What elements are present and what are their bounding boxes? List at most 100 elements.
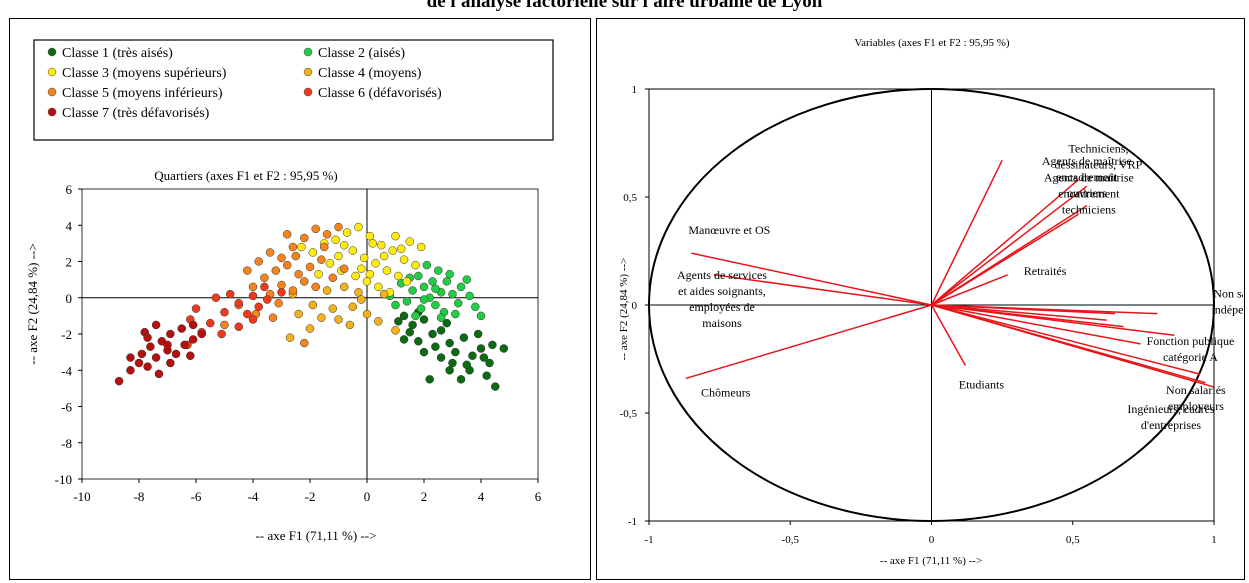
scatter-point-classe-2 (471, 302, 480, 312)
scatter-point-classe-1 (468, 351, 477, 360)
scatter-point-classe-1 (425, 375, 434, 384)
scatter-point-classe-2 (414, 271, 423, 281)
scatter-point-classe-3 (382, 266, 392, 275)
scatter-x-tick-label: -10 (73, 489, 90, 504)
variable-vectors (685, 159, 1215, 388)
scatter-point-classe-4 (328, 304, 338, 313)
scatter-point-classe-6 (248, 315, 258, 324)
variable-label-7: Manœuvre et OS (688, 223, 770, 237)
scatter-point-classe-3 (348, 246, 357, 255)
scatter-point-classe-5 (334, 222, 343, 232)
scatter-point-classe-2 (436, 313, 446, 322)
scatter-point-classe-3 (308, 248, 318, 257)
scatter-x-axis-label: -- axe F1 (71,11 %) --> (256, 528, 377, 543)
scatter-point-classe-1 (445, 366, 454, 375)
legend-label-1: Classe 1 (très aisés) (62, 46, 173, 61)
scatter-point-classe-4 (305, 324, 315, 333)
scatter-point-classe-2 (431, 300, 440, 310)
scatter-point-classe-3 (377, 240, 386, 250)
variable-label-6: Retraités (1024, 264, 1067, 278)
scatter-point-classe-7 (143, 362, 152, 371)
scatter-point-classe-7 (151, 320, 161, 330)
variable-label-9: Chômeurs (701, 385, 751, 399)
scatter-point-classe-1 (419, 315, 429, 324)
scatter-point-classe-2 (462, 275, 471, 284)
scatter-point-classe-3 (342, 228, 352, 237)
scatter-point-classe-5 (339, 264, 349, 273)
scatter-point-classe-7 (171, 349, 181, 359)
scatter-point-classe-7 (188, 335, 198, 344)
scatter-point-classe-3 (402, 277, 412, 286)
scatter-point-classe-3 (379, 251, 389, 261)
scatter-point-classe-3 (351, 271, 360, 281)
scatter-point-classe-1 (456, 375, 466, 384)
scatter-x-tick-label: 2 (421, 489, 428, 504)
scatter-point-classe-1 (428, 329, 437, 339)
scatter-point-classe-6 (211, 293, 221, 302)
circle-x-axis-label: -- axe F1 (71,11 %) --> (880, 555, 982, 567)
scatter-point-classe-6 (254, 302, 263, 312)
scatter-x-tick-label: -6 (191, 489, 202, 504)
scatter-point-classe-6 (263, 295, 272, 304)
circle-y-tick-label: 1 (632, 84, 638, 96)
scatter-point-classe-3 (399, 255, 409, 264)
circle-y-tick-label: -1 (628, 516, 637, 528)
scatter-point-classe-2 (416, 304, 426, 313)
scatter-point-classe-5 (265, 248, 275, 257)
scatter-point-classe-5 (220, 320, 229, 330)
scatter-point-classe-3 (354, 222, 363, 232)
scatter-point-classe-2 (408, 286, 417, 295)
scatter-point-classe-2 (476, 311, 486, 321)
scatter-point-classe-4 (345, 320, 355, 330)
scatter-point-classe-7 (177, 324, 186, 333)
scatter-point-classe-6 (225, 289, 235, 299)
scatter-point-classe-2 (442, 277, 452, 286)
scatter-point-classe-1 (479, 353, 489, 362)
circle-y-axis-label: -- axe F2 (24,84 %) --> (618, 258, 630, 361)
circle-x-tick-label: 0 (929, 534, 935, 546)
scatter-y-tick-label: 6 (66, 182, 73, 197)
quartiers-chart-svg: Classe 1 (très aisés) Classe 2 (aisés) Cla… (25, 39, 554, 543)
scatter-point-classe-3 (297, 242, 306, 252)
variable-label-8: Agents de services et aides soignants, emp… (677, 268, 767, 330)
right-panel: Variables (axes F1 et F2 : 95,95 %) -1 -0… (596, 18, 1249, 580)
scatter-point-classe-1 (431, 342, 440, 351)
variable-label-11: Non salariésindépendants (1211, 287, 1243, 317)
scatter-point-classe-5 (271, 266, 281, 275)
scatter-point-classe-6 (206, 318, 215, 328)
scatter-point-classe-4 (317, 313, 326, 322)
scatter-point-classe-1 (459, 333, 469, 342)
scatter-y-tick-label: -2 (61, 327, 72, 342)
legend-marker-4 (303, 67, 313, 77)
variable-vector-10 (930, 304, 967, 366)
scatter-point-classe-2 (434, 266, 443, 275)
scatter-point-classe-5 (311, 224, 320, 234)
variable-vector-2 (931, 179, 1079, 306)
circle-axes: -1 -0,5 0 0,5 1 1 0,5 0 -0,5 -1 (620, 84, 1217, 546)
scatter-point-classe-2 (456, 282, 466, 292)
scatter-point-classe-3 (365, 269, 375, 279)
scatter-point-classe-6 (260, 282, 269, 292)
scatter-point-classe-5 (320, 242, 329, 252)
scatter-point-classe-6 (234, 298, 243, 308)
scatter-point-classe-3 (339, 240, 349, 250)
scatter-point-classe-3 (416, 242, 426, 252)
scatter-point-classe-6 (217, 329, 226, 339)
circle-x-tick-label: 0,5 (1066, 534, 1080, 546)
variable-vector-14 (931, 304, 1201, 375)
variable-label-2: Techniciens, dessinateurs, VRP (1055, 142, 1143, 172)
circle-y-tick-label: 0,5 (623, 192, 637, 204)
variable-vector-5 (931, 213, 1079, 306)
scatter-point-classe-2 (419, 295, 429, 304)
scatter-y-tick-label: -4 (61, 363, 72, 378)
scatter-point-classe-1 (476, 344, 486, 353)
scatter-point-classe-5 (260, 273, 269, 283)
legend-label-7: Classe 7 (très défavorisés) (62, 106, 210, 121)
scatter-point-classe-3 (314, 269, 323, 279)
circle-x-tick-label: -1 (644, 534, 653, 546)
scatter-point-classe-1 (399, 335, 409, 344)
scatter-point-classe-7 (143, 333, 152, 342)
legend-box (33, 39, 554, 141)
scatter-point-classe-5 (288, 242, 298, 252)
scatter-point-classe-1 (491, 382, 500, 391)
